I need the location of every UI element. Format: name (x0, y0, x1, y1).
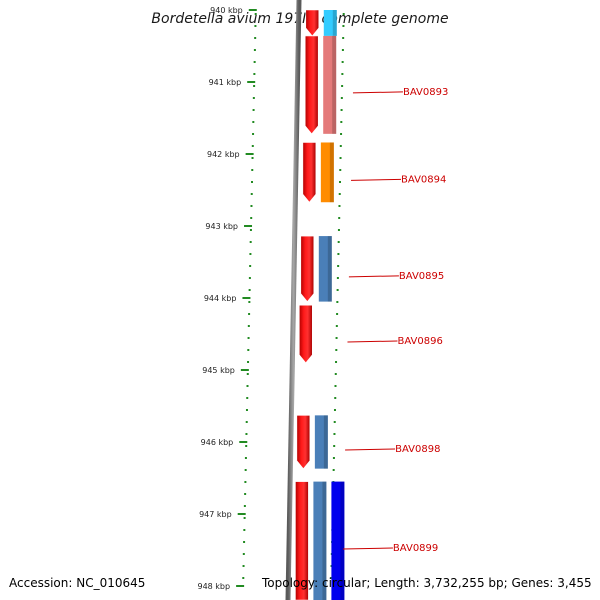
accession-label: Accession: NC_010645 (9, 576, 146, 590)
feature-band (323, 35, 337, 134)
genome-backbone (285, 0, 302, 600)
feature-band (320, 142, 334, 203)
gene-track (295, 9, 345, 600)
cds-arrow (296, 415, 311, 470)
kbp-scale: 940 kbp 941 kbp 942 kbp 943 kbp 944 kbp 945 k… (197, 6, 257, 591)
scale-tick-label: 947 kbp (199, 510, 232, 519)
feature-band-shade (332, 35, 337, 134)
scale-tick-label: 948 kbp (197, 582, 230, 591)
gene-label[interactable]: BAV0896 (397, 336, 442, 347)
scale-tick-label: 945 kbp (202, 366, 235, 375)
scale-tick-label: 941 kbp (209, 78, 242, 87)
gene-label-leader (345, 448, 396, 451)
feature-band-shade (332, 10, 337, 36)
gene-label-leader (351, 178, 402, 181)
feature-band-shade (327, 236, 332, 302)
feature-band (331, 481, 345, 600)
feature-band (323, 10, 337, 36)
gene-label-leader (347, 340, 398, 343)
gene-label-leader (348, 275, 399, 278)
feature-band (314, 415, 328, 469)
feature-band-shade (329, 142, 334, 203)
scale-tick-label: 942 kbp (207, 150, 240, 159)
feature-band (313, 481, 327, 600)
scale-tick-label: 943 kbp (205, 222, 238, 231)
genome-summary: Topology: circular; Length: 3,732,255 bp… (262, 576, 592, 590)
feature-band-shade (340, 481, 345, 600)
feature-band-shade (323, 415, 328, 469)
cds-arrow (302, 142, 317, 203)
gene-label-leader (352, 91, 403, 94)
cds-arrow (295, 481, 309, 600)
feature-band (318, 236, 332, 302)
cds-arrow (305, 9, 320, 37)
gene-label[interactable]: BAV0894 (401, 174, 446, 185)
scale-tick-label: 946 kbp (201, 438, 234, 447)
gene-label[interactable]: BAV0899 (393, 543, 438, 554)
gene-label[interactable]: BAV0898 (395, 444, 440, 455)
gene-label-leader (342, 547, 393, 550)
cds-arrow (298, 304, 313, 364)
feature-band-shade (322, 481, 327, 600)
cds-arrow (300, 235, 315, 303)
gene-labels: BAV0893 BAV0894 BAV0895 BAV0896 BAV0898 BAV08… (342, 87, 448, 554)
gene-label[interactable]: BAV0895 (399, 271, 444, 282)
scale-tick-label: 944 kbp (204, 294, 237, 303)
guide-rings (242, 13, 345, 579)
scale-tick-label: 940 kbp (210, 6, 243, 15)
cds-arrow (304, 35, 319, 135)
gene-label[interactable]: BAV0893 (403, 87, 448, 98)
